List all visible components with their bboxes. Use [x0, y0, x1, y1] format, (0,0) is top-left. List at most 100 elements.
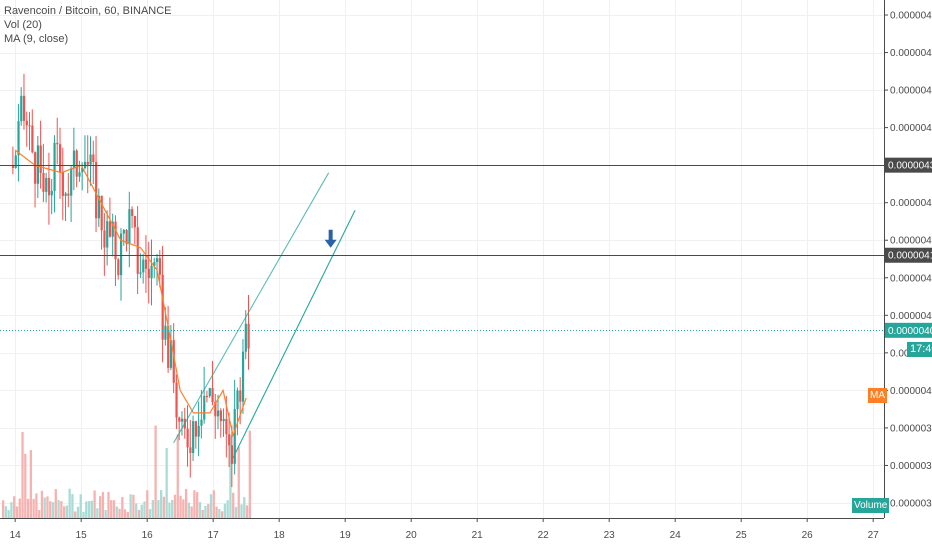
volume-bar [215, 506, 218, 518]
candle-body [95, 162, 98, 219]
candle-body [200, 419, 203, 426]
time-tick-label: 26 [802, 530, 814, 541]
candle-body [197, 425, 200, 437]
candle-body [83, 161, 87, 168]
price-tick-label: 0.00000385 [890, 498, 932, 509]
volume-bar [65, 505, 69, 518]
volume-bar [51, 502, 55, 518]
volume-bar [99, 496, 102, 518]
volume-bar [218, 508, 221, 518]
volume-bar [212, 490, 215, 518]
candle-body [103, 230, 106, 248]
volume-bar [32, 498, 35, 518]
volume-bar [159, 490, 163, 518]
candle-body [45, 177, 48, 192]
candle-body [205, 395, 209, 397]
candle-body [59, 144, 62, 173]
time-tick-label: 25 [736, 530, 748, 541]
candle-body [203, 395, 206, 420]
volume-bar [190, 506, 193, 518]
candle-body [50, 190, 53, 196]
volume-indicator-label[interactable]: Vol (20) [4, 19, 42, 31]
time-tick-label: 22 [538, 530, 550, 541]
volume-bar [18, 498, 21, 518]
volume-bar [187, 502, 191, 518]
volume-bar [204, 505, 207, 518]
price-tick-label: 0.00000390 [890, 461, 932, 472]
volume-bar [229, 435, 232, 518]
price-tick-label: 0.00000450 [890, 11, 932, 22]
candle-body [97, 195, 101, 219]
candle-body [131, 209, 134, 216]
volume-bar [220, 511, 224, 518]
candle-body [22, 95, 26, 121]
volume-bar [10, 502, 13, 518]
candle-body [47, 177, 51, 196]
price-tick-label: 0.00000400 [890, 386, 932, 397]
volume-bar [146, 490, 149, 518]
candle-body [133, 215, 137, 228]
volume-bar [196, 492, 199, 518]
candle-body [14, 155, 17, 168]
trendline [173, 172, 330, 444]
volume-bar [129, 494, 132, 518]
candle-body [114, 221, 117, 260]
candle-body [64, 193, 67, 196]
candle-body [136, 227, 139, 274]
volume-bar [193, 490, 196, 518]
level-price-tag-bg [885, 157, 932, 173]
candle-body [11, 165, 15, 168]
candle-body [81, 167, 84, 173]
candle-body [167, 325, 170, 368]
volume-bar [85, 501, 88, 518]
volume-bar [60, 501, 63, 518]
candle-body [247, 323, 250, 349]
candle-body [244, 323, 247, 352]
volume-bar [115, 506, 118, 518]
volume-bar [154, 425, 157, 518]
candle-body [175, 382, 178, 418]
time-tick-label: 23 [604, 530, 616, 541]
candle-body [230, 445, 234, 464]
volume-bar [234, 506, 238, 518]
volume-bar [26, 498, 30, 518]
volume-bar [1, 500, 5, 518]
price-tick-label: 0.00000435 [890, 123, 932, 134]
chart-title: Ravencoin / Bitcoin, 60, BINANCE [4, 5, 172, 17]
volume-bar [201, 509, 204, 518]
volume-bar [4, 506, 8, 518]
candle-body [150, 265, 153, 279]
candle-body [75, 150, 78, 177]
candle-body [122, 230, 125, 234]
volume-bar [179, 495, 182, 518]
time-tick-label: 16 [142, 530, 154, 541]
volume-bar [176, 434, 179, 518]
volume-bar [46, 496, 49, 518]
candle-body [186, 428, 189, 448]
candle-body [241, 351, 245, 402]
candle-body [211, 388, 214, 403]
candle-body [34, 152, 37, 184]
price-tick-label: 0.00000440 [890, 86, 932, 97]
volume-bar [198, 501, 202, 518]
candle-body [36, 145, 40, 184]
candle-body [169, 340, 173, 368]
volume-bar [118, 508, 121, 518]
candle-body [228, 434, 231, 446]
volume-bar [248, 430, 251, 518]
candle-body [31, 125, 34, 153]
volume-bar [29, 450, 32, 518]
time-tick-label: 15 [76, 530, 88, 541]
candle-body [192, 421, 195, 453]
candle-body [158, 258, 161, 275]
ma-indicator-label[interactable]: MA (9, close) [4, 33, 69, 45]
price-tick-label: 0.00000395 [890, 423, 932, 434]
volume-bar [43, 497, 46, 518]
time-tick-label: 17 [208, 530, 220, 541]
candle-body [92, 154, 95, 163]
candle-body [236, 390, 239, 410]
candle-body [67, 193, 70, 196]
candle-body [117, 259, 120, 276]
volume-bar [157, 500, 160, 518]
